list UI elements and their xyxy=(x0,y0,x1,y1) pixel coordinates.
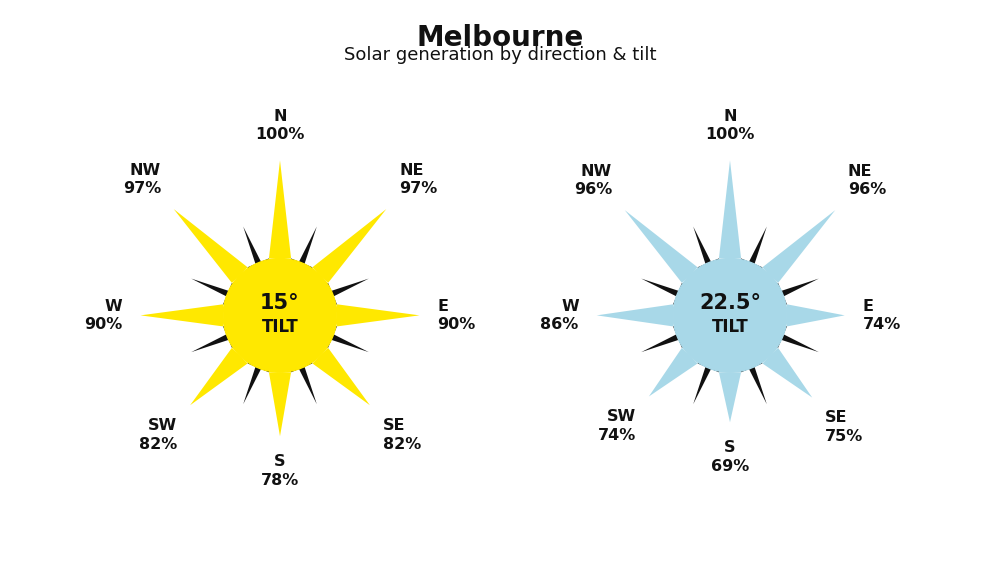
Text: SE
82%: SE 82% xyxy=(383,418,421,451)
Text: NW
96%: NW 96% xyxy=(574,164,612,197)
Text: W
86%: W 86% xyxy=(540,298,579,332)
Text: SW
82%: SW 82% xyxy=(139,418,177,451)
Text: NE
96%: NE 96% xyxy=(848,164,886,197)
Text: E
74%: E 74% xyxy=(863,298,901,332)
Text: Melbourne: Melbourne xyxy=(416,24,584,52)
Text: TILT: TILT xyxy=(262,318,298,336)
Text: N
100%: N 100% xyxy=(705,109,755,142)
Text: TILT: TILT xyxy=(712,318,748,336)
Text: NE
97%: NE 97% xyxy=(399,163,437,196)
Text: SE
75%: SE 75% xyxy=(825,411,863,444)
Text: E
90%: E 90% xyxy=(438,298,476,332)
Text: 22.5°: 22.5° xyxy=(699,293,761,314)
Text: Solar generation by direction & tilt: Solar generation by direction & tilt xyxy=(344,46,656,64)
Text: N
100%: N 100% xyxy=(255,109,305,142)
Text: 15°: 15° xyxy=(260,293,300,314)
Circle shape xyxy=(673,259,787,372)
Text: SW
74%: SW 74% xyxy=(598,409,636,443)
Circle shape xyxy=(223,259,337,372)
Text: S
78%: S 78% xyxy=(261,454,299,488)
Text: W
90%: W 90% xyxy=(84,298,122,332)
Text: S
69%: S 69% xyxy=(711,440,749,474)
Text: NW
97%: NW 97% xyxy=(123,163,161,196)
